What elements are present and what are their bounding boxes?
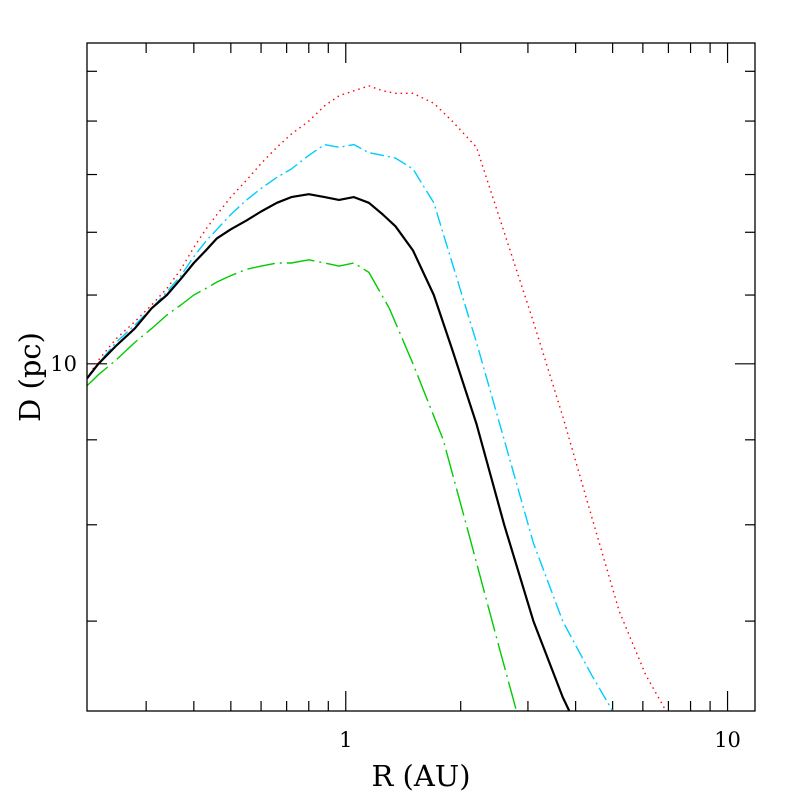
series-line-dash-dot <box>87 143 614 711</box>
series-line-dotted <box>87 85 667 711</box>
series-lines <box>87 85 667 711</box>
x-tick-label: 10 <box>714 728 741 752</box>
axis-ticks <box>87 43 755 711</box>
x-tick-label: 1 <box>339 728 352 752</box>
plot-frame <box>86 42 756 712</box>
series-line-solid <box>87 193 571 711</box>
y-axis-title: D (pc) <box>13 332 47 422</box>
tick-labels: 1 10 10 <box>50 352 741 752</box>
series-line-long-dash-dot <box>87 259 518 711</box>
y-tick-label: 10 <box>50 352 77 376</box>
x-axis-title: R (AU) <box>371 759 470 793</box>
